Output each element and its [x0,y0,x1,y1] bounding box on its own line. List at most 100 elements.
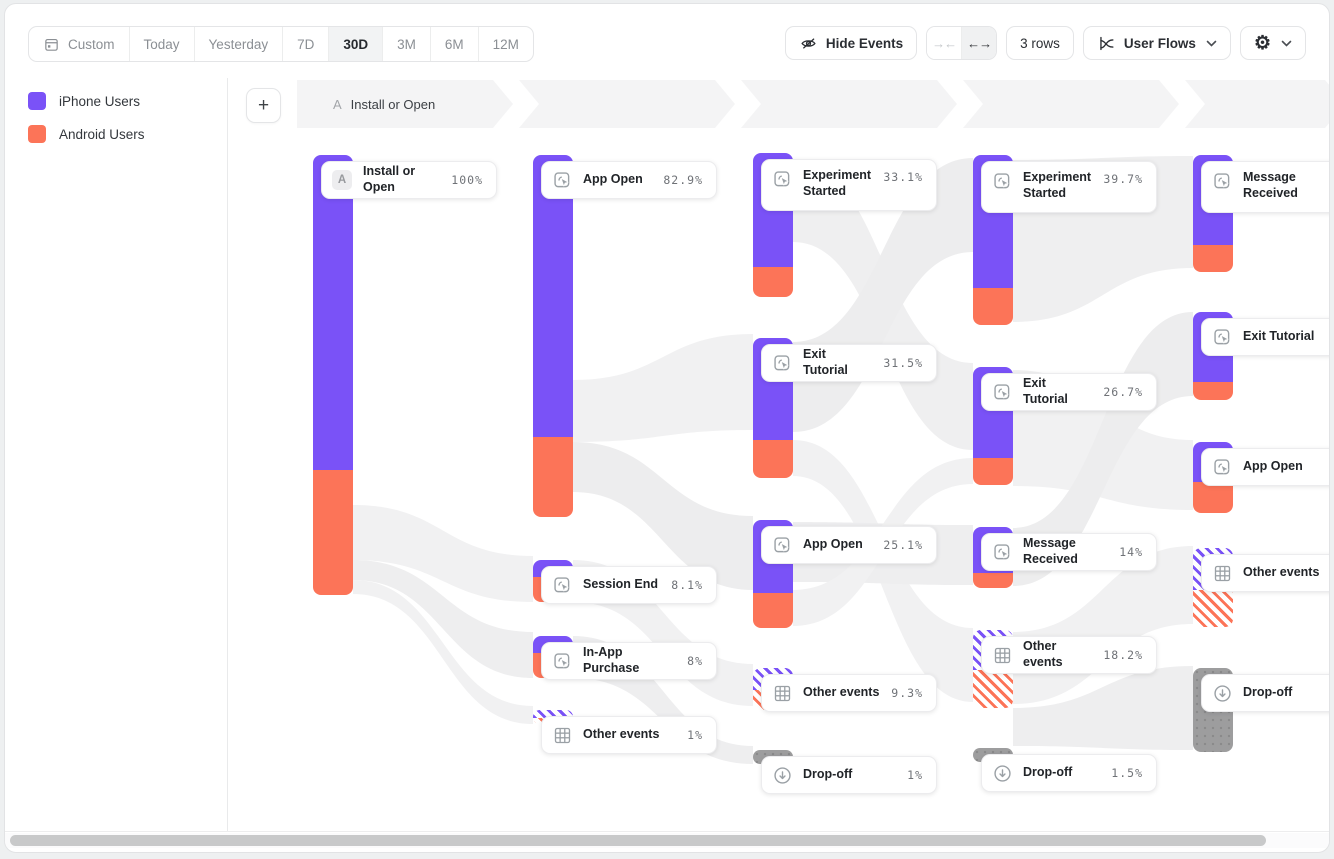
flow-node-app-open[interactable]: App Open 25.1% [761,526,937,564]
flow-node-other-events[interactable]: Other events 18.2% [981,636,1157,674]
legend-item-iphone-users[interactable]: iPhone Users [28,92,145,110]
date-range-label: 6M [444,36,464,52]
collapse-columns-button[interactable]: →← [927,27,963,59]
node-percentage: 26.7% [1103,385,1143,399]
flow-node-app-open[interactable]: App Open [1201,448,1329,486]
eye-off-icon [801,37,816,49]
legend-label: Android Users [59,126,145,142]
flow-node-message-received[interactable]: Message Received [1201,161,1329,213]
date-range-custom[interactable]: Custom [29,27,130,61]
flow-node-experiment-started[interactable]: Experiment Started 39.7% [981,161,1157,213]
flow-node-other-events[interactable]: Other events 1% [541,716,717,754]
legend-swatch [28,92,46,110]
step-a-badge: A [332,170,352,190]
date-range-label: 3M [397,36,416,52]
breadcrumb-step-3[interactable] [741,80,957,128]
flow-node-exit-tutorial[interactable]: Exit Tutorial [1201,318,1329,356]
node-label: App Open [1243,459,1303,474]
event-icon [553,171,569,187]
flow-node-drop-off[interactable]: Drop-off 1.5% [981,754,1157,792]
node-label: Message Received [1023,536,1078,566]
event-icon [1213,172,1229,188]
horizontal-scrollbar-thumb[interactable] [10,835,1266,846]
legend-item-android-users[interactable]: Android Users [28,125,145,143]
event-icon [993,543,1009,559]
view-type-dropdown[interactable]: User Flows [1082,26,1231,60]
date-range-yesterday[interactable]: Yesterday [195,27,284,61]
node-percentage: 1% [907,768,923,782]
rows-button[interactable]: 3 rows [1006,26,1074,60]
flow-node-exit-tutorial[interactable]: Exit Tutorial 31.5% [761,344,937,382]
date-range-selector: Custom Today Yesterday 7D 30D 3M 6M 12M [28,26,534,62]
date-range-today[interactable]: Today [130,27,195,61]
node-label: Drop-off [1023,765,1073,780]
settings-dropdown[interactable]: ⚙ [1239,26,1306,60]
event-icon [1213,458,1229,474]
flow-node-drop-off[interactable]: Drop-off 1% [761,756,937,794]
android-segment [753,267,793,297]
date-range-label: Custom [68,36,115,52]
flow-node-drop-off[interactable]: Drop-off [1201,674,1329,712]
flow-bar-app-open[interactable] [533,155,573,517]
flow-node-in-app-purchase[interactable]: In-App Purchase 8% [541,642,717,680]
node-percentage: 18.2% [1103,648,1143,662]
flow-node-experiment-started[interactable]: Experiment Started 33.1% [761,159,937,211]
event-icon [773,536,789,552]
flow-bar-experiment-started[interactable] [973,155,1013,325]
flow-node-session-end[interactable]: Session End 8.1% [541,566,717,604]
node-label: Exit Tutorial [1023,376,1068,406]
node-label: Experiment Started [803,168,872,198]
other-events-grid-icon [774,685,790,701]
date-range-label: 12M [492,36,519,52]
node-label: Install or Open [363,164,416,194]
event-icon [993,172,1009,188]
collapse-expand-toggle: →← ←→ [926,26,998,60]
android-segment [973,458,1013,485]
add-step-button[interactable]: + [246,88,281,123]
expand-arrows-icon: ←→ [967,35,992,51]
flow-node-other-events[interactable]: Other events [1201,554,1329,592]
sidebar-divider [227,78,228,831]
iphone-segment-hatched [533,710,573,718]
series-legend: iPhone Users Android Users [28,92,145,143]
flow-node-other-events[interactable]: Other events 9.3% [761,674,937,712]
expand-columns-button[interactable]: ←→ [962,27,997,59]
flow-node-install-or-open[interactable]: A Install or Open 100% [321,161,497,199]
node-percentage: 39.7% [1103,172,1143,186]
horizontal-scrollbar[interactable] [5,833,1329,848]
drop-off-icon [1213,684,1231,702]
flow-node-exit-tutorial[interactable]: Exit Tutorial 26.7% [981,373,1157,411]
node-label: Other events [583,727,660,742]
iphone-segment [533,155,573,437]
breadcrumb-step-1[interactable]: A Install or Open [297,80,513,128]
breadcrumb-step-5[interactable] [1185,80,1330,128]
breadcrumb-step-2[interactable] [519,80,735,128]
node-label: App Open [803,537,863,552]
node-label: Session End [583,577,659,592]
node-percentage: 1.5% [1111,766,1143,780]
date-range-3m[interactable]: 3M [383,27,431,61]
android-segment [973,288,1013,325]
flow-bar-install-or-open[interactable] [313,155,353,595]
date-range-12m[interactable]: 12M [479,27,533,61]
node-label: Exit Tutorial [1243,329,1315,344]
date-range-30d[interactable]: 30D [329,27,384,61]
user-flows-icon [1100,36,1114,50]
chevron-down-icon [1281,40,1292,47]
hide-events-label: Hide Events [825,35,904,51]
step-label: Install or Open [350,96,436,112]
node-label: In-App Purchase [583,645,640,675]
android-segment [313,470,353,595]
android-segment-hatched [1193,590,1233,627]
android-segment [753,440,793,478]
date-range-6m[interactable]: 6M [431,27,479,61]
hide-events-button[interactable]: Hide Events [784,26,918,60]
breadcrumb-step-4[interactable] [963,80,1179,128]
gear-icon: ⚙ [1253,32,1271,54]
flow-node-app-open[interactable]: App Open 82.9% [541,161,717,199]
flow-node-message-received[interactable]: Message Received 14% [981,533,1157,571]
android-segment-hatched [973,670,1013,708]
date-range-7d[interactable]: 7D [283,27,330,61]
other-events-grid-icon [994,647,1010,663]
toolbar-right: Hide Events →← ←→ 3 rows User Flows ⚙ [784,26,1306,60]
